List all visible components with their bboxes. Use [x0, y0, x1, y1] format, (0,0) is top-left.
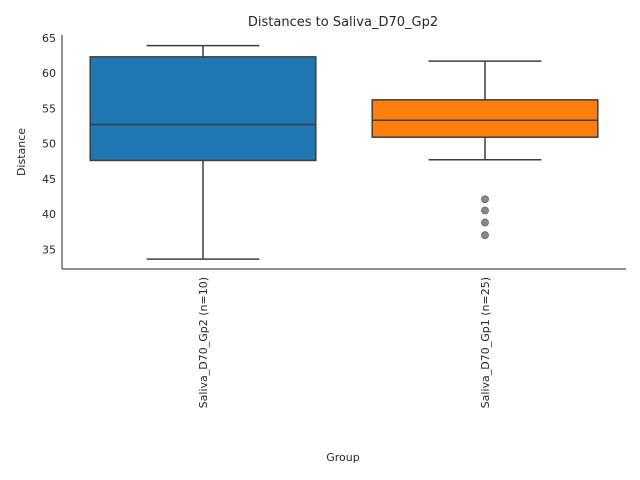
- y-tick-label: 35: [42, 243, 56, 256]
- outlier-point: [481, 231, 489, 240]
- iqr-box: [371, 99, 599, 138]
- plot-area: 35 40 45 50 55 60 65 Saliva_D70_Gp2 (n=10) Saliv…: [42, 32, 626, 408]
- outlier-point: [481, 195, 489, 204]
- outlier-point: [481, 206, 489, 215]
- y-tick-label: 55: [42, 102, 56, 115]
- y-tick-label: 50: [42, 138, 56, 151]
- x-tick-label: Saliva_D70_Gp1 (n=25): [479, 277, 492, 408]
- outlier-point: [481, 218, 489, 227]
- y-axis-label: Distance: [15, 128, 28, 176]
- x-axis-label: Group: [326, 451, 360, 464]
- iqr-box: [89, 56, 317, 162]
- y-tick-label: 45: [42, 173, 56, 186]
- y-tick-label: 40: [42, 208, 56, 221]
- y-tick-label: 65: [42, 32, 56, 45]
- y-tick-label: 60: [42, 67, 56, 80]
- x-tick-label: Saliva_D70_Gp2 (n=10): [197, 277, 210, 408]
- chart-title: Distances to Saliva_D70_Gp2: [248, 15, 438, 30]
